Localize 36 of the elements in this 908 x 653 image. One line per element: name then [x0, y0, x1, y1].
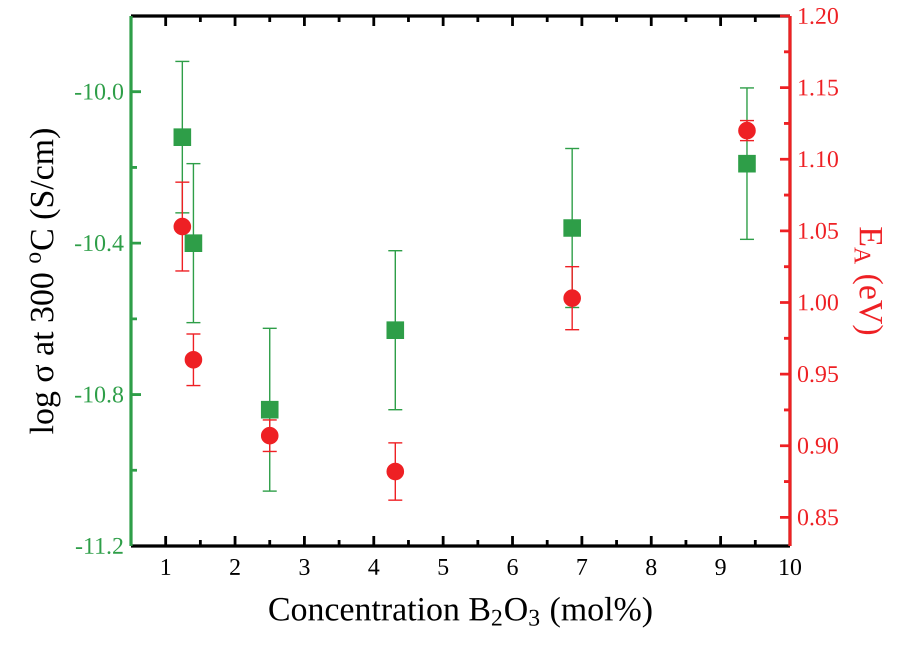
point	[738, 154, 756, 172]
y2-tick-label: 0.85	[798, 509, 838, 526]
x-axis-title: Concentration B$_{2}$O$_{3}$ (mol%)	[269, 596, 652, 628]
y2-tick-label: 0.90	[798, 438, 838, 454]
y-tick-label: -10.8	[75, 386, 124, 403]
point	[174, 218, 192, 236]
point	[184, 350, 202, 369]
y-tick-label: -11.2	[76, 538, 123, 554]
y2-tick-label: 0.95	[798, 366, 838, 382]
x-tick-label: 5	[438, 559, 448, 575]
y2-tick-label: 1.20	[799, 8, 838, 24]
y-tick-label: -10.4	[75, 235, 124, 252]
x-tick-label: 1	[162, 559, 170, 575]
point	[386, 321, 404, 340]
y2-tick-label: 1.05	[799, 222, 838, 239]
point	[563, 219, 581, 237]
y-tick-label: -10.0	[75, 84, 124, 100]
y2-tick-label: 1.00	[799, 294, 838, 311]
x-tick-label: 6	[508, 559, 518, 576]
y2-axis-title: E$_{A}$ (eV)	[852, 227, 884, 334]
y2-tick-label: 1.10	[799, 151, 838, 168]
point	[563, 289, 581, 307]
x-tick-label: 3	[300, 559, 310, 576]
x-tick-label: 7	[577, 559, 588, 575]
x-tick-label: 2	[230, 559, 240, 575]
point	[174, 128, 192, 146]
x-tick-label: 9	[715, 559, 726, 576]
x-tick-label: 8	[646, 559, 656, 576]
x-tick-label: 4	[368, 559, 380, 575]
point	[260, 400, 279, 419]
point	[260, 426, 279, 444]
point	[386, 462, 404, 480]
y-axis-title: log σ at 300 $^{o}$C (S/cm)	[29, 129, 60, 434]
point	[184, 234, 202, 252]
x-tick-label: 10	[780, 559, 802, 576]
y2-tick-label: 1.15	[799, 80, 838, 96]
